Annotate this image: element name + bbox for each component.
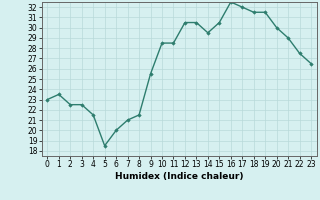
- X-axis label: Humidex (Indice chaleur): Humidex (Indice chaleur): [115, 172, 244, 181]
